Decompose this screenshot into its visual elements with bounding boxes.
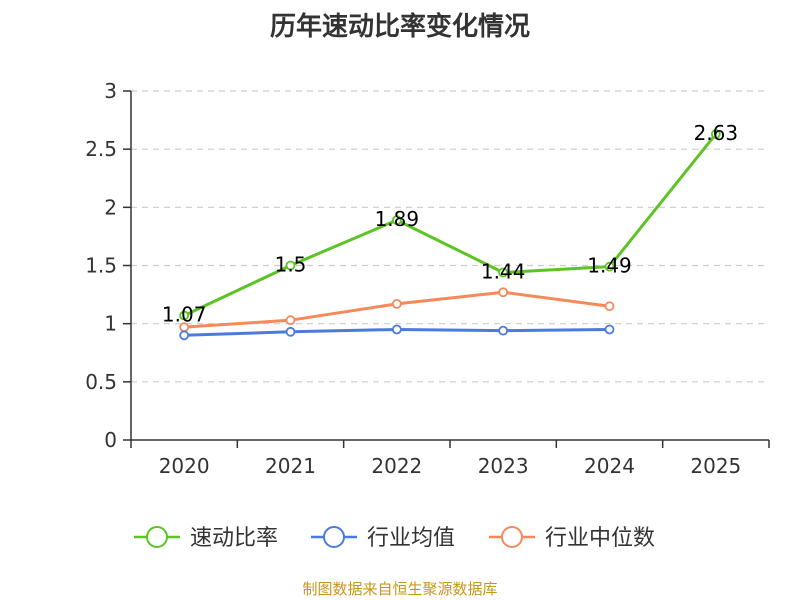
x-tick-label: 2025 <box>690 454 741 478</box>
legend-marker <box>501 526 523 548</box>
data-point <box>285 260 296 271</box>
data-point <box>179 330 190 341</box>
data-point <box>710 129 721 139</box>
x-tick-label: 2024 <box>584 454 635 478</box>
y-tick-label: 2.5 <box>85 137 117 161</box>
x-tick-label: 2022 <box>371 454 422 478</box>
data-label: 1.44 <box>481 259 526 283</box>
legend-item[interactable]: 行业中位数 <box>489 526 655 551</box>
data-point <box>604 301 615 312</box>
legend-item[interactable]: 行业均值 <box>311 526 455 551</box>
data-label: 1.49 <box>587 254 632 278</box>
series <box>179 129 721 341</box>
legend-marker <box>323 526 345 548</box>
data-labels: 1.07 1.5 1.89 1.44 1.49 2.63 <box>162 121 738 326</box>
data-label: 2.63 <box>694 121 739 145</box>
data-point <box>498 287 509 298</box>
legend-marker <box>146 526 168 548</box>
data-point <box>498 267 509 278</box>
y-tick-label: 2 <box>104 195 117 219</box>
series-line <box>183 133 718 317</box>
data-point <box>498 325 509 336</box>
legend-label: 速动比率 <box>190 526 278 551</box>
series-line <box>184 290 610 329</box>
legend-label: 行业均值 <box>367 526 455 551</box>
data-point <box>391 324 402 335</box>
x-tick-label: 2023 <box>478 454 529 478</box>
y-tick-label: 0 <box>104 428 117 452</box>
data-label: 1.07 <box>162 303 207 327</box>
legend-item[interactable]: 速动比率 <box>134 526 278 551</box>
data-point <box>285 326 296 337</box>
y-tick-label: 0.5 <box>85 370 117 394</box>
data-label: 1.5 <box>275 253 307 277</box>
x-tick-label: 2020 <box>159 454 210 478</box>
grid-lines <box>131 90 769 383</box>
data-point <box>285 315 296 326</box>
data-point <box>179 310 190 321</box>
axes: 0 0.5 1 1.5 2 2.5 3 2020 2021 2022 2023 2024 2025 <box>85 79 770 478</box>
data-point <box>391 298 402 309</box>
data-point <box>604 324 615 335</box>
y-tick-label: 1 <box>104 312 117 336</box>
x-tick-label: 2021 <box>265 454 316 478</box>
data-point <box>391 215 402 226</box>
chart-title: 历年速动比率变化情况 <box>269 12 530 42</box>
y-tick-label: 1.5 <box>85 254 117 278</box>
data-label: 1.89 <box>375 207 420 231</box>
legend-label: 行业中位数 <box>545 526 655 551</box>
legend[interactable]: 速动比率 行业均值 行业中位数 <box>134 526 655 551</box>
y-tick-label: 3 <box>104 79 117 103</box>
data-point <box>604 261 615 272</box>
source-note: 制图数据来自恒生聚源数据库 <box>302 580 498 598</box>
